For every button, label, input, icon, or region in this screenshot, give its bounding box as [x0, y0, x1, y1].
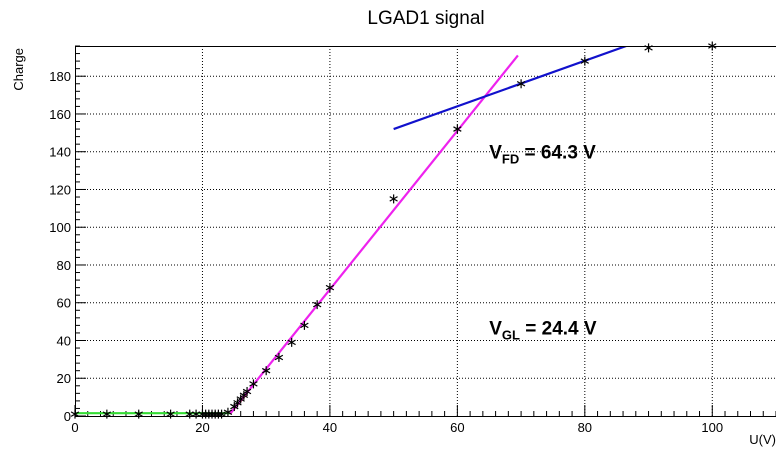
x-tick-label: 80 — [578, 420, 592, 435]
y-tick-label: 0 — [64, 409, 71, 424]
annotation-gl: VGL = 24.4 V — [489, 318, 597, 342]
data-point — [580, 56, 590, 66]
y-tick-label: 140 — [49, 145, 71, 160]
x-tick-label: 20 — [195, 420, 209, 435]
y-tick-label: 60 — [57, 296, 71, 311]
data-point — [300, 320, 309, 330]
annotations: VFD = 64.3 V VGL = 24.4 V — [489, 143, 597, 343]
axis-ticks: 0 20 40 60 80 100 0 20 40 60 80 100 120 140 160 180 — [49, 45, 776, 435]
x-tick-label: 40 — [323, 420, 337, 435]
y-axis-label: Charge — [11, 48, 26, 91]
y-tick-label: 120 — [49, 182, 71, 197]
data-point — [249, 379, 258, 389]
annotation-fd: VFD = 64.3 V — [489, 143, 596, 167]
data-point — [223, 407, 233, 417]
data-point — [453, 124, 462, 134]
chart-title: LGAD1 signal — [367, 8, 484, 29]
data-point — [287, 337, 296, 347]
data-point — [242, 386, 252, 396]
data-point — [644, 43, 653, 53]
y-tick-label: 160 — [49, 107, 71, 122]
data-point — [134, 409, 143, 419]
data-point — [102, 409, 112, 419]
y-tick-label: 180 — [49, 69, 71, 84]
data-point — [325, 283, 335, 293]
x-tick-label: 100 — [701, 420, 723, 435]
y-tick-label: 80 — [57, 258, 71, 273]
y-tick-label: 40 — [57, 333, 71, 348]
data-point — [217, 409, 226, 419]
plot-frame — [75, 46, 776, 417]
x-tick-label: 0 — [71, 420, 78, 435]
fit-lines — [75, 46, 627, 415]
data-point — [516, 79, 526, 89]
data-points — [70, 41, 717, 419]
fit-line-blue — [393, 46, 627, 131]
fit-line-magenta — [229, 54, 519, 414]
data-point — [166, 409, 175, 419]
grid-lines — [75, 46, 776, 416]
data-point — [261, 366, 271, 376]
data-point — [389, 194, 398, 204]
y-tick-label: 20 — [57, 371, 71, 386]
x-axis-label: U(V) — [749, 432, 776, 447]
data-point — [312, 300, 322, 310]
data-point — [274, 352, 284, 362]
x-tick-label: 60 — [450, 420, 464, 435]
y-tick-label: 100 — [49, 220, 71, 235]
